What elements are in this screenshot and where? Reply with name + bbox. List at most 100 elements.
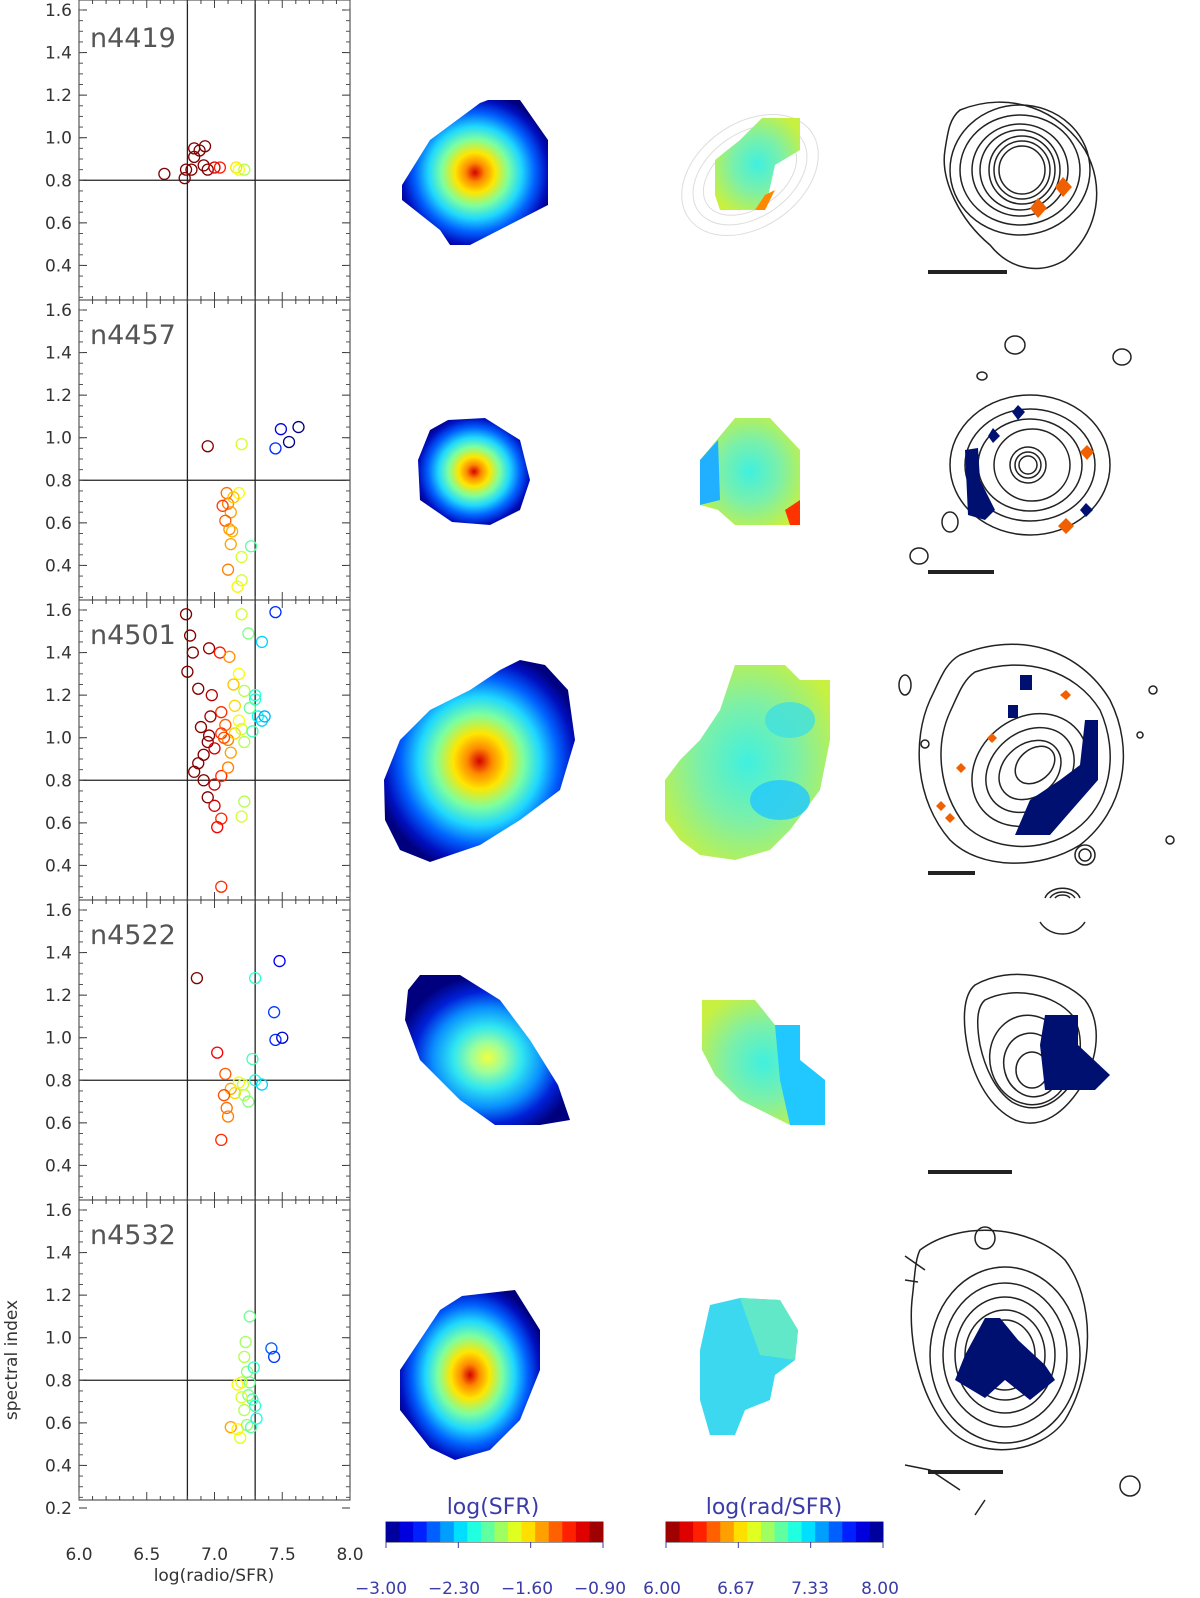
data-point xyxy=(215,880,228,893)
data-point xyxy=(250,1412,263,1425)
data-point xyxy=(230,161,243,174)
scatter-panels: 0.4 0.6 0.8 1.0 1.2 1.4 1.6 0.4 0.6 0.8 1.0 1.2 1.4 1… xyxy=(45,0,364,1565)
data-point xyxy=(179,163,193,176)
data-point xyxy=(211,820,224,834)
colorbar-sfr-tick: −1.60 xyxy=(501,1579,553,1598)
data-point xyxy=(248,971,262,985)
y-tick-label: 1.2 xyxy=(45,386,72,406)
data-point xyxy=(219,514,232,527)
y-tick-label: 0.4 xyxy=(45,556,72,576)
data-point xyxy=(198,140,212,153)
x-tick-label: 8.0 xyxy=(336,1545,363,1565)
data-point xyxy=(247,1361,260,1374)
sfr-map-n4532 xyxy=(400,1290,540,1460)
colorbar-cell xyxy=(815,1522,830,1542)
data-point xyxy=(265,1342,278,1355)
y-tick-label: 0.4 xyxy=(45,256,72,276)
data-point xyxy=(273,954,286,968)
data-point xyxy=(179,608,193,621)
colorbar-cell xyxy=(494,1522,509,1542)
data-point xyxy=(239,1335,252,1349)
colorbar-cell xyxy=(453,1522,468,1542)
colorbar-cell xyxy=(720,1522,735,1542)
data-point xyxy=(205,688,218,702)
data-point xyxy=(248,1399,262,1412)
y-tick-label: 0.8 xyxy=(45,171,72,191)
colorbar-cell xyxy=(440,1522,455,1542)
data-point xyxy=(246,725,259,738)
data-point xyxy=(228,727,241,740)
colorbar-cell xyxy=(679,1522,694,1542)
data-point xyxy=(236,1078,250,1091)
data-point xyxy=(238,795,251,808)
data-point xyxy=(238,1350,251,1364)
y-tick-label: 0.6 xyxy=(45,1114,72,1134)
data-point xyxy=(232,163,246,176)
data-point xyxy=(235,550,248,564)
data-point xyxy=(221,563,235,576)
y-tick-label: 1.6 xyxy=(45,1,72,21)
colorbar-cell xyxy=(548,1522,563,1542)
colorbar-ratio-label: log(rad/SFR) xyxy=(706,1495,843,1520)
data-point xyxy=(188,765,201,778)
y-tick-label: 1.6 xyxy=(45,1201,72,1221)
x-tick-label: 7.0 xyxy=(201,1545,228,1565)
y-tick-label: 0.6 xyxy=(45,514,72,534)
contour-map-n4501 xyxy=(898,643,1175,935)
y-tick-label: 1.4 xyxy=(45,944,72,964)
data-point xyxy=(183,629,197,642)
y-tick-label: 1.4 xyxy=(45,44,72,64)
y-tick-label: 0.6 xyxy=(45,214,72,234)
colorbar-cell xyxy=(562,1522,577,1542)
data-point xyxy=(217,731,231,744)
y-tick-label: 0.6 xyxy=(45,1414,72,1434)
data-point xyxy=(232,714,246,727)
data-point xyxy=(292,420,305,434)
colorbar-cell xyxy=(467,1522,482,1542)
data-point xyxy=(243,1376,256,1389)
data-point xyxy=(227,678,240,691)
colorbar-ratio-tick: 8.00 xyxy=(861,1579,899,1598)
data-point xyxy=(211,1046,224,1059)
colorbar-sfr-tick: −2.30 xyxy=(428,1579,480,1598)
data-point xyxy=(201,791,214,804)
x-tick-label: 6.5 xyxy=(133,1545,160,1565)
data-point xyxy=(242,1389,255,1402)
data-point xyxy=(232,667,246,681)
data-point xyxy=(197,774,210,787)
data-point xyxy=(224,506,237,519)
data-point xyxy=(248,1074,262,1087)
data-point xyxy=(269,605,282,619)
sfr-map-n4522 xyxy=(405,975,570,1125)
data-point xyxy=(276,1031,289,1044)
data-point xyxy=(213,161,227,174)
data-point xyxy=(255,635,269,649)
data-point xyxy=(235,810,248,823)
data-point xyxy=(208,799,221,812)
data-point xyxy=(227,491,240,504)
colorbar-cell xyxy=(774,1522,789,1542)
colorbar-cell xyxy=(666,1522,681,1542)
y-tick-label: 0.6 xyxy=(45,814,72,834)
ratio-map-n4457 xyxy=(700,418,800,525)
ratio-map-n4522 xyxy=(702,1000,825,1125)
data-point xyxy=(235,1391,248,1404)
colorbar-ratio: log(rad/SFR) 6.00 6.67 7.33 8.00 xyxy=(643,1495,899,1598)
y-tick-label: 1.2 xyxy=(45,86,72,106)
colorbar-cell xyxy=(480,1522,495,1542)
colorbar-sfr-tick: −0.90 xyxy=(574,1579,626,1598)
data-point xyxy=(192,682,205,695)
colorbar-cell xyxy=(788,1522,803,1542)
y-tick-label: 0.4 xyxy=(45,1156,72,1176)
data-point xyxy=(224,1420,237,1434)
colorbar-sfr-label: log(SFR) xyxy=(447,1495,540,1520)
y-tick-label: 0.8 xyxy=(45,1071,72,1091)
y-tick-label: 1.6 xyxy=(45,301,72,321)
data-point xyxy=(238,1403,251,1417)
data-point xyxy=(186,646,199,659)
data-point xyxy=(220,1101,233,1115)
x-tick-label: 6.0 xyxy=(65,1545,92,1565)
y-tick-label: 0.2 xyxy=(45,1499,72,1519)
data-point xyxy=(244,1420,258,1434)
y-tick-label: 1.0 xyxy=(45,1329,72,1349)
